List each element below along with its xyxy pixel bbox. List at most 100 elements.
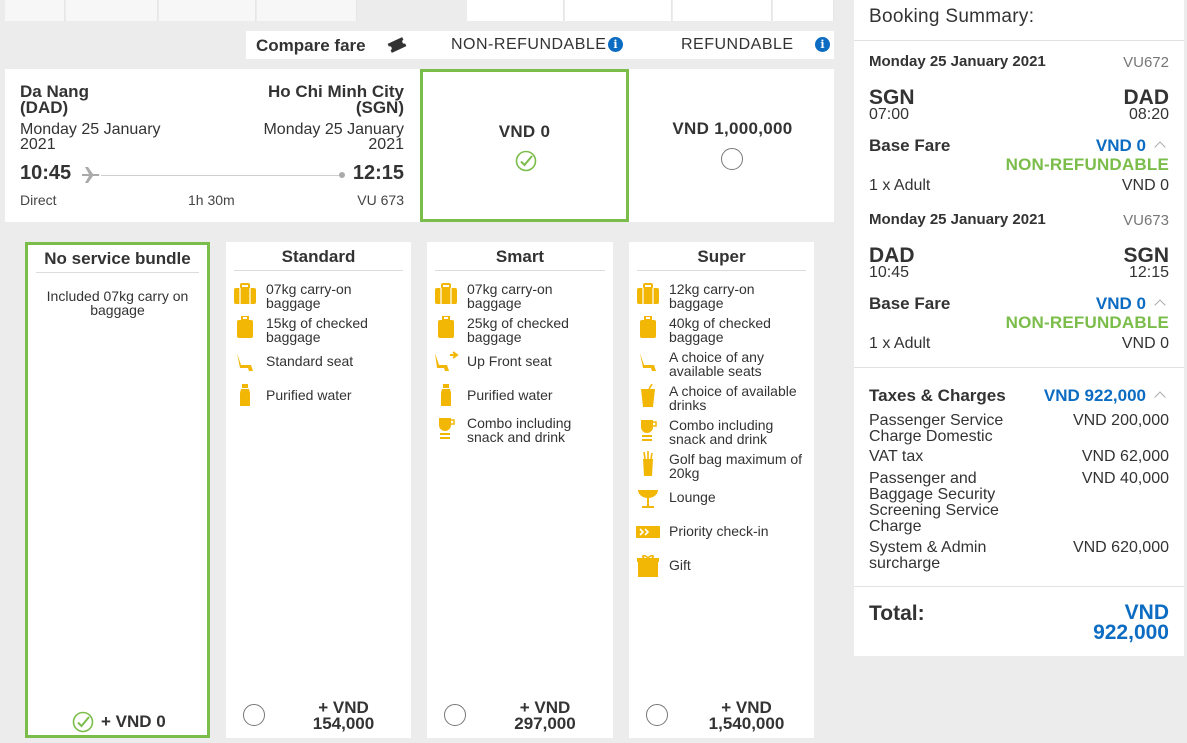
compare-fare-label: Compare fare xyxy=(256,36,366,55)
bundle-card-super[interactable]: Super 12kg carry-on baggage 40kg of chec… xyxy=(629,242,814,738)
date-tab[interactable] xyxy=(257,0,357,21)
bundle-card-standard[interactable]: Standard 07kg carry-on baggage 15kg of c… xyxy=(226,242,411,738)
divider xyxy=(854,586,1184,587)
divider xyxy=(637,270,806,271)
origin-date: Monday 25 January xyxy=(20,121,161,138)
bundle-title: Standard xyxy=(281,247,356,266)
tax-label: System & Admin surcharge xyxy=(869,539,987,572)
tax-label: Passenger and Baggage Security Screening… xyxy=(869,470,999,535)
bundle-radio[interactable] xyxy=(444,704,466,726)
flight-card: Da Nang (DAD) Monday 25 January 2021 Ho … xyxy=(5,69,834,222)
fare-header-nonrefundable: NON-REFUNDABLE xyxy=(451,36,607,53)
carry-on-bag-icon xyxy=(232,282,258,306)
drink-icon xyxy=(635,384,661,408)
feature-text: Standard seat xyxy=(266,353,354,369)
bundle-card-none[interactable]: No service bundle Included 07kg carry on… xyxy=(25,242,210,738)
taxes-total[interactable]: VND 922,000 xyxy=(1043,386,1146,405)
feature-text: Combo including snack and drink xyxy=(669,417,774,447)
divider xyxy=(854,367,1184,368)
bundle-title: No service bundle xyxy=(44,249,191,268)
feature-text: 12kg carry-on baggage xyxy=(669,281,755,311)
route-line xyxy=(101,175,341,176)
seat-icon xyxy=(232,350,258,374)
feature-text: 07kg carry-on baggage xyxy=(266,281,352,311)
feature-text: A choice of any available seats xyxy=(669,349,764,379)
fare-radio[interactable] xyxy=(721,148,743,170)
stops-label: Direct xyxy=(20,192,57,208)
priority-checkin-icon xyxy=(635,520,661,544)
feature-text: Priority check-in xyxy=(669,523,769,539)
info-icon[interactable]: i xyxy=(815,37,830,52)
flight-number: VU 673 xyxy=(357,192,404,208)
carry-on-bag-icon xyxy=(433,282,459,306)
destination-year: 2021 xyxy=(368,136,404,153)
date-tab[interactable] xyxy=(773,0,834,21)
golf-bag-icon xyxy=(635,451,661,476)
base-fare-value[interactable]: VND 0 xyxy=(1095,294,1146,313)
leg-flight-number: VU672 xyxy=(1123,54,1169,71)
fare-type-badge: NON-REFUNDABLE xyxy=(1005,313,1169,332)
fare-option-nonrefundable[interactable]: VND 0 xyxy=(420,69,629,222)
total-value: VND 922,000 xyxy=(1093,601,1169,644)
fare-price: VND 1,000,000 xyxy=(672,119,793,138)
feature-text: 40kg of checked baggage xyxy=(669,315,771,345)
bundle-radio[interactable] xyxy=(646,704,668,726)
water-bottle-icon xyxy=(232,384,258,408)
feature-text: 15kg of checked baggage xyxy=(266,315,368,345)
passenger-count: 1 x Adult xyxy=(869,335,931,352)
checked-bag-icon xyxy=(635,316,661,340)
summary-title: Booking Summary: xyxy=(869,6,1035,27)
duration-label: 1h 30m xyxy=(188,192,235,208)
checked-bag-icon xyxy=(433,316,459,340)
compare-fare-bar: Compare fare NON-REFUNDABLE i REFUNDABLE… xyxy=(246,31,834,59)
chevron-up-icon[interactable] xyxy=(1154,391,1166,403)
bundle-radio[interactable] xyxy=(243,704,265,726)
fare-option-refundable[interactable]: VND 1,000,000 xyxy=(631,69,834,222)
divider xyxy=(435,270,605,271)
airplane-icon xyxy=(82,167,100,183)
feature-text: Gift xyxy=(669,557,691,573)
water-bottle-icon xyxy=(433,384,459,408)
leg-from: DAD xyxy=(869,244,915,267)
bundle-price: + VND 297,000 xyxy=(514,698,576,733)
lounge-icon xyxy=(635,486,661,510)
divider xyxy=(234,270,403,271)
date-tab[interactable] xyxy=(5,0,65,21)
feature-text: Combo including snack and drink xyxy=(467,415,572,445)
bundle-price: + VND 1,540,000 xyxy=(708,698,785,733)
bundle-card-smart[interactable]: Smart 07kg carry-on baggage 25kg of chec… xyxy=(427,242,613,738)
base-fare-label: Base Fare xyxy=(869,136,951,155)
leg-from-time: 10:45 xyxy=(869,264,910,281)
tax-label: VAT tax xyxy=(869,448,924,465)
combo-meal-icon xyxy=(433,416,459,440)
leg-from: SGN xyxy=(869,86,915,109)
total-label: Total: xyxy=(869,602,925,625)
info-icon[interactable]: i xyxy=(608,37,623,52)
leg-to-time: 08:20 xyxy=(1128,106,1169,123)
base-fare-value[interactable]: VND 0 xyxy=(1095,136,1146,155)
leg-to: SGN xyxy=(1123,244,1169,267)
date-tab[interactable] xyxy=(565,0,672,21)
divider xyxy=(854,40,1184,41)
ticket-icon xyxy=(387,37,407,53)
carry-on-bag-icon xyxy=(635,282,661,306)
base-fare-label: Base Fare xyxy=(869,294,951,313)
chevron-up-icon[interactable] xyxy=(1154,141,1166,153)
date-tab[interactable] xyxy=(467,0,564,21)
destination-city: Ho Chi Minh City xyxy=(268,82,404,101)
leg-to: DAD xyxy=(1123,86,1170,109)
date-tab[interactable] xyxy=(66,0,158,21)
feature-text: Lounge xyxy=(669,489,716,505)
selected-check-icon xyxy=(515,150,537,172)
divider xyxy=(36,272,199,273)
tax-value: VND 620,000 xyxy=(1072,539,1169,556)
combo-meal-icon xyxy=(635,418,661,442)
date-tab[interactable] xyxy=(159,0,256,21)
departure-time: 10:45 xyxy=(20,162,72,184)
feature-text: Golf bag maximum of 20kg xyxy=(669,451,803,481)
feature-text: Purified water xyxy=(467,387,553,403)
booking-summary: Booking Summary: Monday 25 January 2021 … xyxy=(854,0,1184,656)
taxes-label: Taxes & Charges xyxy=(869,386,1006,405)
date-tab[interactable] xyxy=(673,0,772,21)
chevron-up-icon[interactable] xyxy=(1154,299,1166,311)
